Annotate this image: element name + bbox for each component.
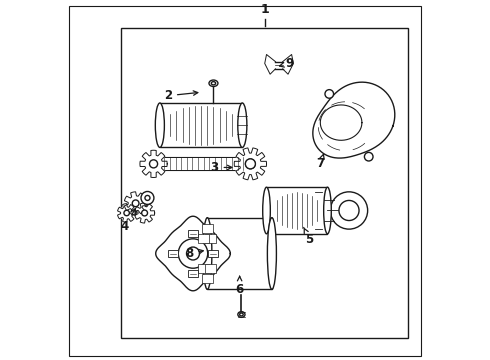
- Text: 2: 2: [164, 89, 198, 102]
- Ellipse shape: [238, 103, 247, 148]
- FancyBboxPatch shape: [267, 187, 327, 234]
- Ellipse shape: [209, 80, 218, 86]
- Text: 9: 9: [279, 57, 294, 70]
- Polygon shape: [135, 203, 155, 223]
- Ellipse shape: [203, 218, 212, 289]
- Text: 4: 4: [121, 209, 135, 233]
- Text: 5: 5: [304, 228, 314, 246]
- Circle shape: [141, 192, 154, 204]
- Ellipse shape: [238, 312, 245, 318]
- Bar: [205, 234, 216, 243]
- Text: 7: 7: [316, 154, 324, 170]
- Circle shape: [365, 152, 373, 161]
- Bar: [202, 224, 213, 233]
- Circle shape: [339, 201, 359, 221]
- Polygon shape: [283, 54, 294, 74]
- Ellipse shape: [211, 82, 216, 85]
- Bar: [188, 270, 197, 277]
- Circle shape: [330, 192, 368, 229]
- Bar: [161, 157, 245, 170]
- Text: 6: 6: [236, 276, 244, 296]
- Polygon shape: [313, 82, 395, 158]
- Circle shape: [245, 159, 255, 169]
- Circle shape: [145, 195, 150, 201]
- Circle shape: [245, 159, 255, 169]
- Ellipse shape: [268, 218, 276, 289]
- Bar: [202, 274, 213, 283]
- Ellipse shape: [155, 103, 164, 148]
- Bar: [169, 250, 178, 257]
- Ellipse shape: [324, 187, 331, 234]
- Text: 1: 1: [260, 3, 269, 16]
- Polygon shape: [124, 192, 147, 215]
- Circle shape: [325, 90, 334, 98]
- FancyBboxPatch shape: [207, 218, 272, 289]
- Text: 3: 3: [211, 161, 232, 174]
- Ellipse shape: [263, 187, 270, 234]
- Circle shape: [142, 210, 147, 216]
- Ellipse shape: [240, 313, 243, 316]
- Text: 8: 8: [185, 247, 203, 260]
- Bar: [122, 28, 408, 338]
- Bar: [198, 264, 209, 273]
- Circle shape: [124, 210, 129, 216]
- Bar: [188, 230, 197, 237]
- Circle shape: [178, 239, 208, 268]
- Polygon shape: [140, 150, 167, 177]
- Polygon shape: [320, 105, 362, 140]
- Polygon shape: [265, 54, 275, 74]
- Bar: [198, 234, 209, 243]
- Polygon shape: [118, 204, 136, 222]
- Circle shape: [187, 247, 199, 260]
- Circle shape: [149, 160, 158, 168]
- Polygon shape: [156, 216, 230, 291]
- Bar: [205, 264, 216, 273]
- Circle shape: [132, 200, 139, 207]
- Bar: [208, 250, 218, 257]
- FancyBboxPatch shape: [160, 103, 243, 148]
- Polygon shape: [234, 148, 267, 180]
